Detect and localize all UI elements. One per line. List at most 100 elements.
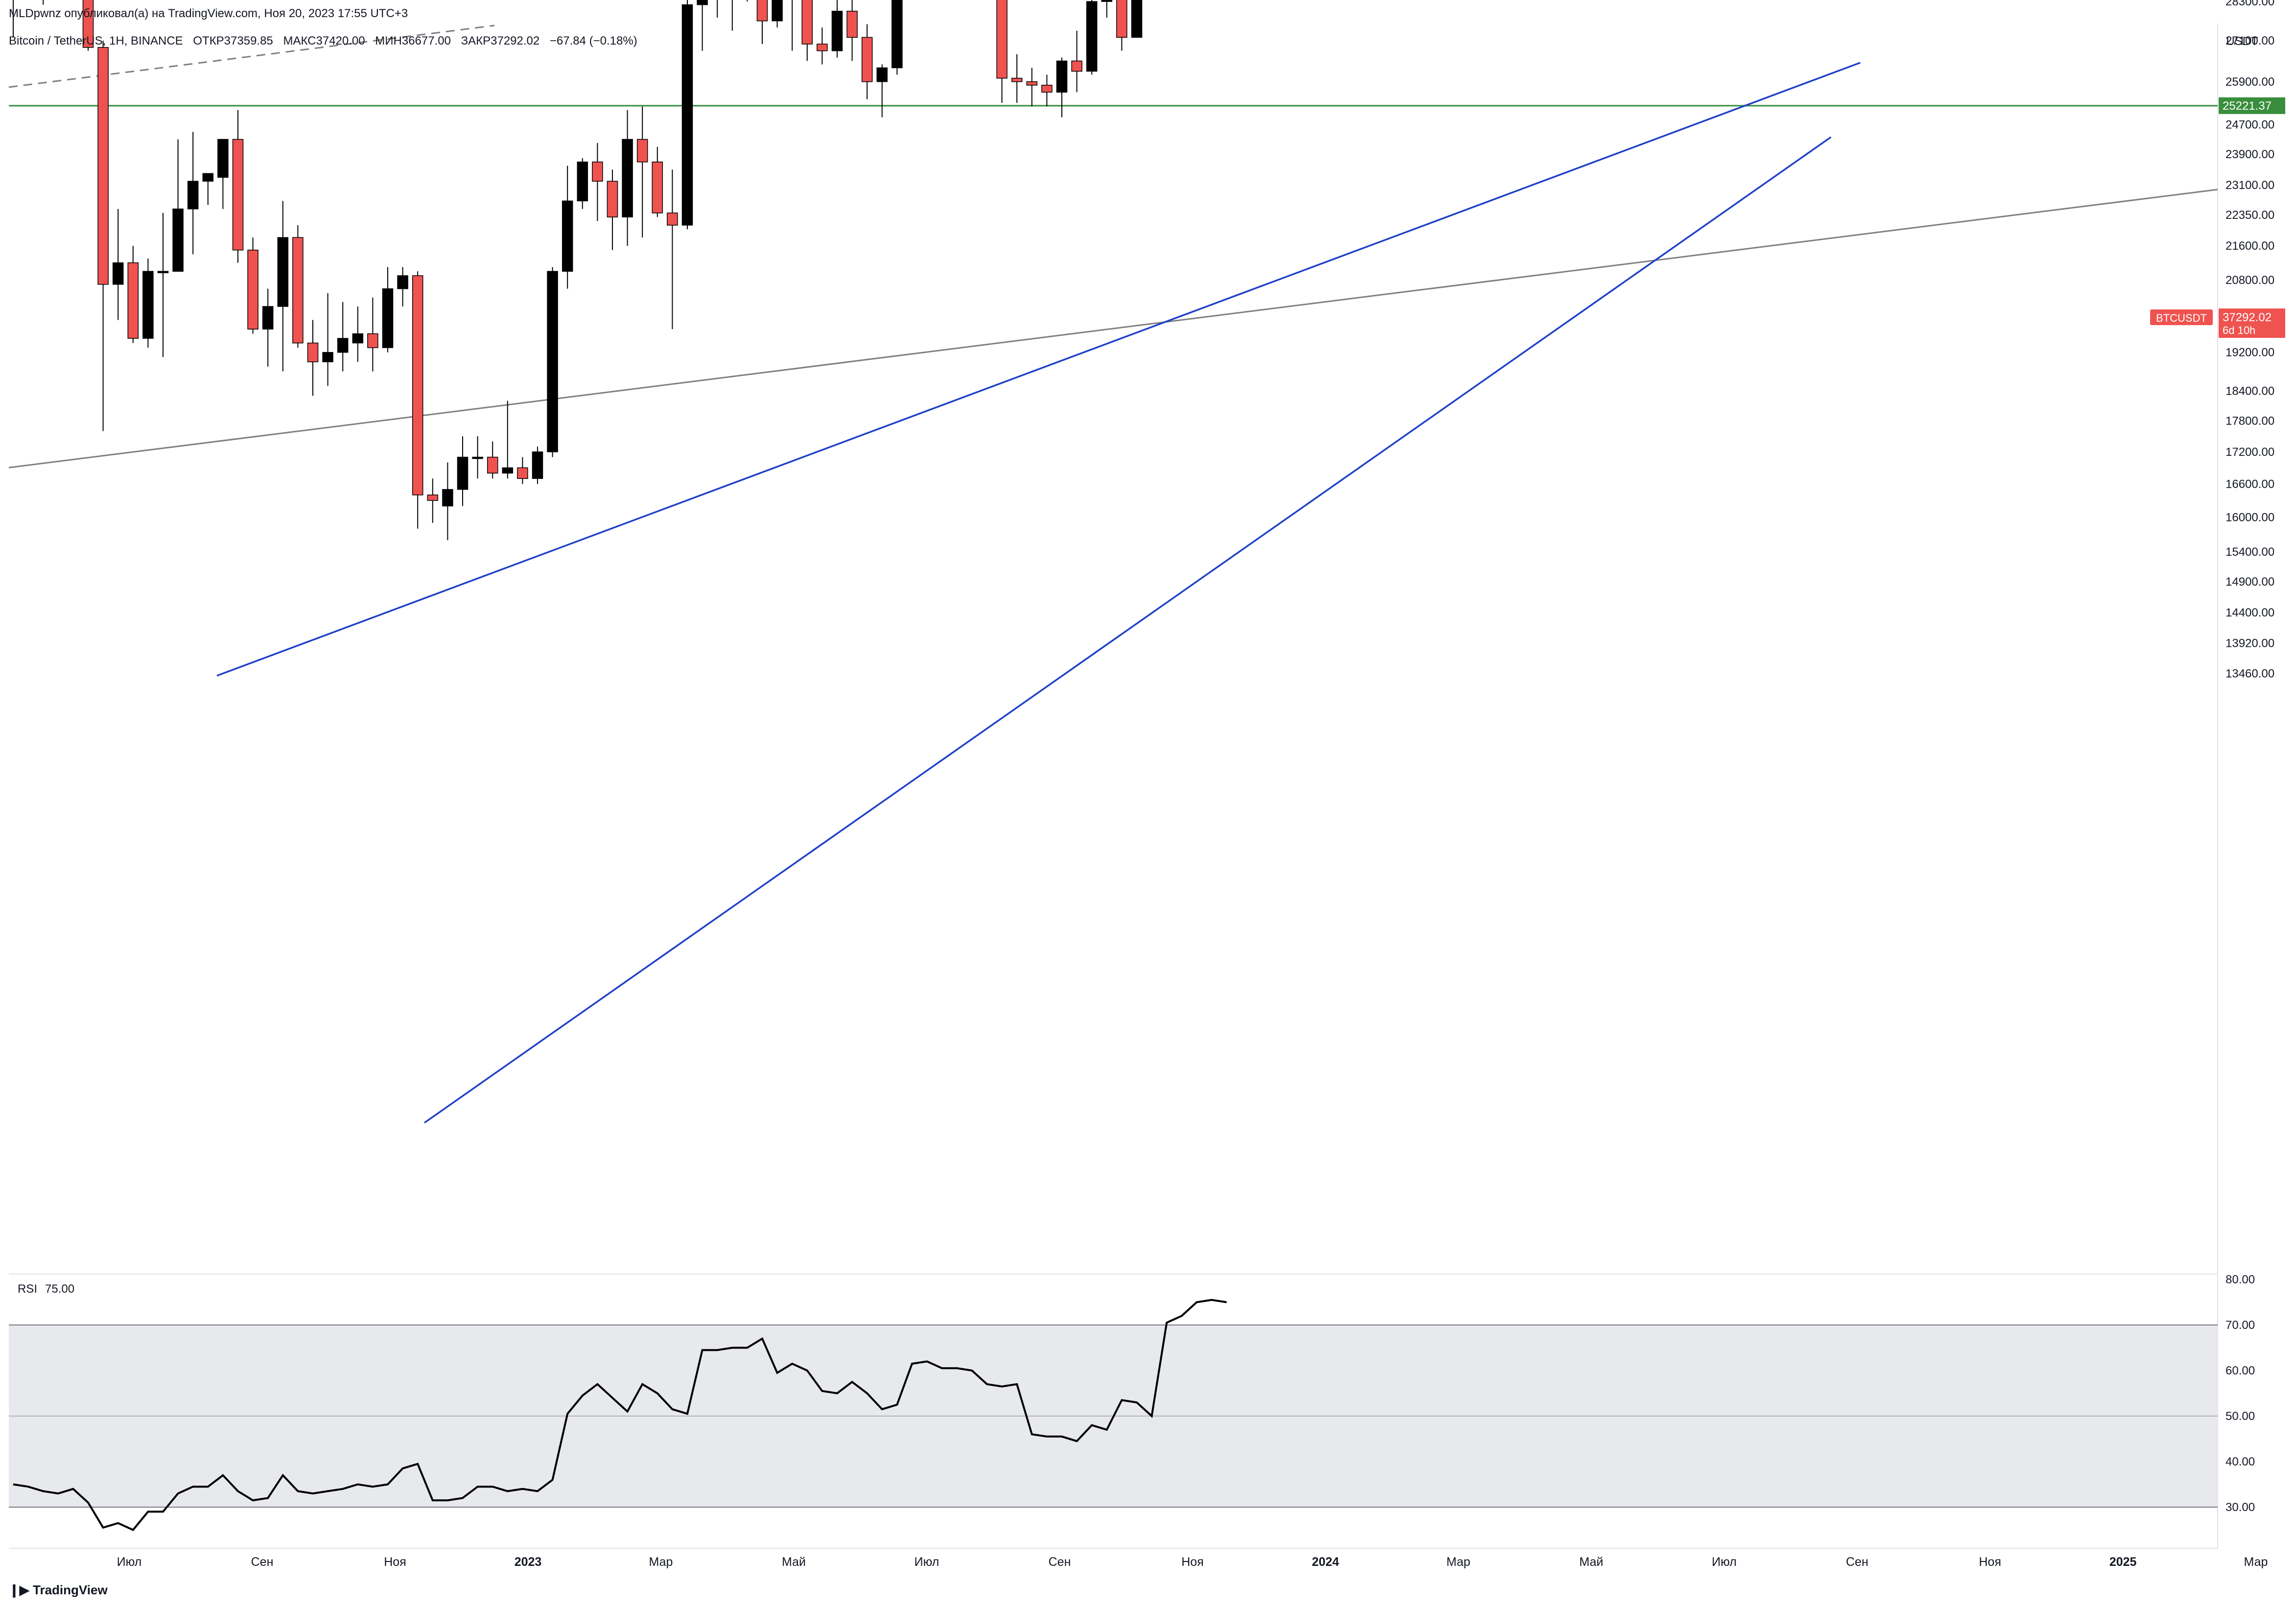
dashed-trendline[interactable]: [8, 24, 495, 88]
ohlc-change: −67.84 (−0.18%): [549, 34, 637, 47]
tradingview-logo[interactable]: ❙▶ TradingView: [9, 1583, 108, 1598]
time-axis[interactable]: Июл Сен Ноя 2023 Мар Май Июл Сен Ноя 2024 Мар Май Ию…: [117, 1555, 2268, 1569]
candle-body: [681, 4, 693, 226]
candle-body: [652, 161, 663, 213]
candle-body: [502, 467, 514, 474]
candle: [996, 0, 1007, 103]
candle-body: [412, 275, 423, 496]
candle: [532, 447, 543, 484]
price-tick-label: 19200.00: [2226, 346, 2274, 359]
candle: [697, 0, 708, 51]
candle: [667, 169, 678, 330]
lower-channel-trendline[interactable]: [423, 136, 1832, 1124]
candle-body: [142, 271, 154, 339]
candle: [792, 0, 793, 51]
candle: [247, 237, 258, 334]
candle: [717, 0, 718, 18]
candle: [352, 306, 364, 362]
price-tick-label: 13460.00: [2226, 667, 2274, 681]
gray-trendline[interactable]: [8, 189, 2218, 469]
candle-body: [1116, 0, 1127, 38]
price-tick-label: 13920.00: [2226, 637, 2274, 650]
candle: [876, 64, 888, 118]
candle: [747, 0, 748, 2]
rsi-label: RSI 75.00: [18, 1282, 74, 1296]
candle: [817, 27, 828, 65]
time-axis-label: Май: [1579, 1555, 1603, 1569]
candle: [577, 158, 588, 209]
time-axis-label: Июл: [117, 1555, 142, 1569]
candle: [756, 0, 768, 44]
time-axis-label: Май: [782, 1555, 806, 1569]
price-tick-label: 28300.00: [2226, 0, 2274, 8]
price-axis[interactable]: USDT 49000.0047000.0045000.0043000.00410…: [2150, 0, 2285, 681]
candle-body: [592, 161, 603, 182]
price-tick-label: 15400.00: [2226, 545, 2274, 559]
candles: [13, 0, 1143, 541]
time-axis-label: Июл: [1712, 1555, 1737, 1569]
candle: [187, 132, 199, 255]
time-axis-label: Ноя: [384, 1555, 406, 1569]
candle-body: [397, 275, 408, 289]
candle-body: [352, 333, 364, 344]
time-axis-label: Сен: [1049, 1555, 1071, 1569]
candle-body: [891, 0, 903, 69]
symbol-title[interactable]: Bitcoin / TetherUS, 1H, BINANCE: [9, 34, 183, 47]
candle-body: [472, 456, 483, 459]
price-tick-label: 16600.00: [2226, 477, 2274, 491]
candle: [636, 106, 648, 238]
candle-body: [1041, 85, 1053, 93]
last-price-value: 37292.02: [2223, 311, 2272, 324]
candle-body: [1011, 77, 1023, 82]
time-axis-label: Июл: [914, 1555, 939, 1569]
candle-body: [636, 139, 648, 163]
price-tick-label: 20800.00: [2226, 274, 2274, 287]
candle-body: [172, 208, 184, 272]
price-tick-label: 23100.00: [2226, 179, 2274, 192]
candle: [562, 166, 573, 289]
upper-channel-trendline[interactable]: [216, 62, 1861, 677]
candle-body: [337, 338, 349, 353]
candle-body: [307, 342, 319, 362]
rsi-label-name: RSI: [18, 1282, 37, 1296]
price-tick-label: 16000.00: [2226, 511, 2274, 524]
candle-body: [517, 467, 528, 479]
price-tick-label: 17800.00: [2226, 414, 2274, 427]
candle-body: [607, 181, 618, 217]
candle-body: [427, 495, 439, 501]
candle: [457, 436, 469, 506]
time-axis-label: 2023: [515, 1555, 542, 1569]
candle-body: [577, 161, 588, 202]
candle: [367, 297, 378, 372]
candle: [846, 0, 858, 61]
price-tick-label: 22350.00: [2226, 209, 2274, 222]
candle: [172, 139, 184, 272]
last-price-badge: [2219, 308, 2285, 338]
candle: [861, 24, 873, 99]
main-pane-background: [9, 24, 2218, 1274]
time-axis-label: Сен: [1846, 1555, 1869, 1569]
price-tick-label: 25900.00: [2226, 75, 2274, 89]
candle: [277, 201, 289, 372]
last-price-marker: BTCUSDT 37292.02 6d 10h: [2150, 308, 2285, 338]
candle: [292, 225, 304, 348]
candle: [1101, 0, 1113, 18]
candle: [891, 0, 903, 75]
rsi-axis-labels: 80.00 70.00 60.00 50.00 40.00 30.00: [2226, 1273, 2255, 1514]
candle-body: [532, 451, 543, 479]
time-axis-label: 2024: [1312, 1555, 1339, 1569]
last-price-symbol: BTCUSDT: [2156, 312, 2207, 324]
tradingview-logo-icon: ❙▶: [9, 1583, 29, 1597]
price-tick-label: 23900.00: [2226, 148, 2274, 161]
candle-body: [367, 333, 378, 348]
candle: [337, 302, 349, 372]
candle: [1071, 30, 1082, 93]
candle: [472, 436, 483, 479]
candle-body: [846, 11, 858, 38]
candle-body: [817, 44, 828, 51]
candle: [1041, 74, 1053, 107]
candle: [397, 267, 408, 307]
candle: [517, 457, 528, 484]
candle-body: [82, 0, 94, 48]
